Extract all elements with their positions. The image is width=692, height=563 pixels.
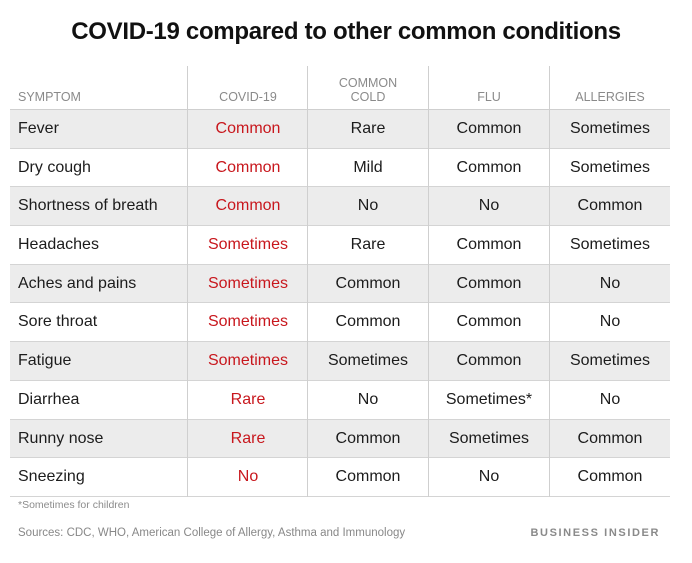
header-common-cold-line1: COMMON <box>338 76 398 90</box>
table-row: Diarrhea Rare No Sometimes* No <box>10 381 670 420</box>
cell-cold: Rare <box>350 120 386 137</box>
cell-covid: Sometimes <box>207 313 289 331</box>
column-divider <box>428 66 429 497</box>
column-divider <box>187 66 188 497</box>
cell-covid: Sometimes <box>207 352 289 370</box>
column-divider <box>549 66 550 497</box>
header-symptom: SYMPTOM <box>18 90 81 104</box>
cell-flu: Common <box>456 120 522 137</box>
cell-covid: Sometimes <box>207 274 289 292</box>
cell-flu: No <box>478 468 500 486</box>
cell-cold: Common <box>335 313 401 331</box>
table-row: Shortness of breath Common No No Common <box>10 187 670 227</box>
cell-covid: Sometimes <box>207 236 289 254</box>
cell-allergies: No <box>599 313 621 331</box>
cell-flu: No <box>478 197 500 215</box>
cell-allergies: Sometimes <box>569 120 651 137</box>
cell-symptom: Runny nose <box>18 429 104 447</box>
header-allergies: ALLERGIES <box>575 90 645 104</box>
header-covid: COVID-19 <box>219 90 277 104</box>
page-title: COVID-19 compared to other common condit… <box>71 18 621 45</box>
cell-covid: Common <box>215 158 281 176</box>
cell-symptom: Aches and pains <box>18 274 137 292</box>
cell-symptom: Headaches <box>18 236 99 254</box>
cell-cold: Sometimes <box>327 352 409 370</box>
cell-allergies: No <box>599 390 621 408</box>
cell-flu: Common <box>456 352 522 370</box>
cell-covid: Common <box>215 120 281 137</box>
table-row: Sneezing No Common No Common <box>10 458 670 497</box>
header-flu: FLU <box>477 90 501 104</box>
cell-covid: Rare <box>230 429 266 447</box>
cell-symptom: Diarrhea <box>18 390 80 408</box>
table-row: Headaches Sometimes Rare Common Sometimes <box>10 226 670 265</box>
cell-allergies: Common <box>577 429 643 447</box>
cell-covid: Common <box>215 197 281 215</box>
header-common-cold: COMMON COLD <box>308 76 428 104</box>
table-row: Sore throat Sometimes Common Common No <box>10 303 670 343</box>
cell-flu: Sometimes* <box>445 390 533 408</box>
cell-allergies: No <box>599 274 621 292</box>
cell-flu: Sometimes <box>448 429 530 447</box>
cell-allergies: Common <box>577 468 643 486</box>
footnote: *Sometimes for children <box>18 499 130 511</box>
cell-cold: No <box>357 390 379 408</box>
cell-cold: Common <box>335 274 401 292</box>
brand-logo: BUSINESS INSIDER <box>530 527 660 539</box>
table-row: Runny nose Rare Common Sometimes Common <box>10 419 670 459</box>
table-body: Fever Common Rare Common Sometimes Dry cough C… <box>10 110 670 497</box>
cell-cold: Common <box>335 429 401 447</box>
cell-flu: Common <box>456 158 522 176</box>
cell-covid: Rare <box>230 390 266 408</box>
cell-allergies: Sometimes <box>569 236 651 254</box>
cell-flu: Common <box>456 274 522 292</box>
cell-cold: Rare <box>350 236 386 254</box>
cell-allergies: Sometimes <box>569 352 651 370</box>
cell-symptom: Shortness of breath <box>18 197 158 215</box>
table-row: Fatigue Sometimes Sometimes Common Sometimes <box>10 342 670 381</box>
table-header: SYMPTOM COVID-19 COMMON COLD FLU ALLERGI… <box>10 66 670 110</box>
cell-symptom: Sore throat <box>18 313 98 331</box>
cell-covid: No <box>237 468 259 486</box>
table-row: Aches and pains Sometimes Common Common No <box>10 264 670 304</box>
cell-allergies: Sometimes <box>569 158 651 176</box>
cell-flu: Common <box>456 236 522 254</box>
table-row: Dry cough Common Mild Common Sometimes <box>10 149 670 188</box>
cell-symptom: Fatigue <box>18 352 72 370</box>
header-common-cold-line2: COLD <box>350 90 386 104</box>
cell-cold: Common <box>335 468 401 486</box>
column-divider <box>307 66 308 497</box>
comparison-table: SYMPTOM COVID-19 COMMON COLD FLU ALLERGI… <box>10 66 670 497</box>
sources-note: Sources: CDC, WHO, American College of A… <box>18 527 406 539</box>
cell-allergies: Common <box>577 197 643 215</box>
cell-cold: Mild <box>353 158 383 176</box>
cell-symptom: Sneezing <box>18 468 85 486</box>
cell-cold: No <box>357 197 379 215</box>
cell-flu: Common <box>456 313 522 331</box>
table-row: Fever Common Rare Common Sometimes <box>10 110 670 149</box>
cell-symptom: Dry cough <box>18 158 91 176</box>
cell-symptom: Fever <box>18 120 59 137</box>
